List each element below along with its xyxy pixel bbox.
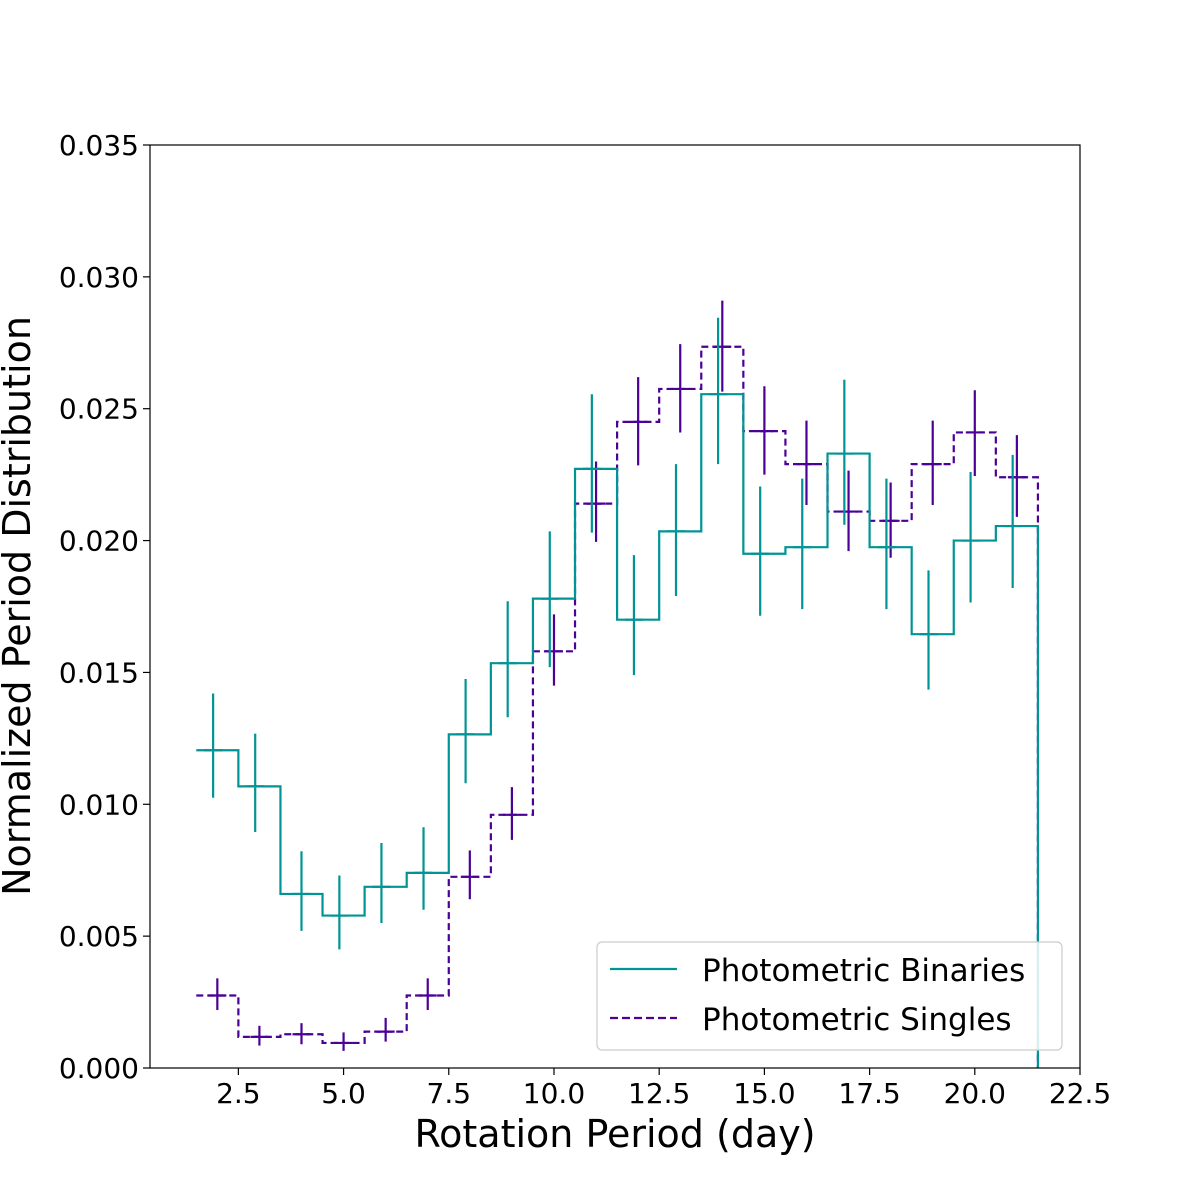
legend-label-binaries: Photometric Binaries <box>702 953 1025 989</box>
step-line <box>196 345 1040 1068</box>
y-axis-label: Normalized Period Distribution <box>0 316 39 896</box>
step-line <box>196 393 1040 1068</box>
series-binaries <box>196 317 1040 1068</box>
x-tick-label: 20.0 <box>944 1077 1006 1110</box>
x-tick-label: 10.0 <box>523 1077 585 1110</box>
legend-box <box>596 941 1063 1051</box>
x-tick-label: 17.5 <box>838 1077 900 1110</box>
x-tick-label: 22.5 <box>1049 1077 1111 1110</box>
y-tick-label: 0.025 <box>59 393 139 426</box>
y-tick-label: 0.015 <box>59 656 139 689</box>
series-layer <box>196 300 1040 1068</box>
x-tick-label: 5.0 <box>321 1077 366 1110</box>
legend: Photometric Binaries Photometric Singles <box>596 941 1063 1051</box>
series-singles <box>196 300 1040 1068</box>
y-tick-label: 0.020 <box>59 525 139 558</box>
y-tick-label: 0.035 <box>59 129 139 162</box>
axes-frame <box>149 144 1081 1069</box>
y-tick-label: 0.000 <box>59 1052 139 1085</box>
y-axis-ticks: 0.000 0.005 0.010 0.015 0.020 0.025 0.030 0.035 <box>59 129 150 1085</box>
x-tick-label: 15.0 <box>733 1077 795 1110</box>
x-axis-ticks: 2.5 5.0 7.5 10.0 12.5 15.0 17.5 20.0 22.5 <box>216 1068 1111 1110</box>
x-axis-label: Rotation Period (day) <box>414 1112 815 1156</box>
legend-label-singles: Photometric Singles <box>702 1002 1012 1038</box>
y-tick-label: 0.010 <box>59 788 139 821</box>
x-tick-label: 7.5 <box>427 1077 472 1110</box>
y-tick-label: 0.005 <box>59 920 139 953</box>
x-tick-label: 2.5 <box>216 1077 261 1110</box>
x-tick-label: 12.5 <box>628 1077 690 1110</box>
y-tick-label: 0.030 <box>59 261 139 294</box>
